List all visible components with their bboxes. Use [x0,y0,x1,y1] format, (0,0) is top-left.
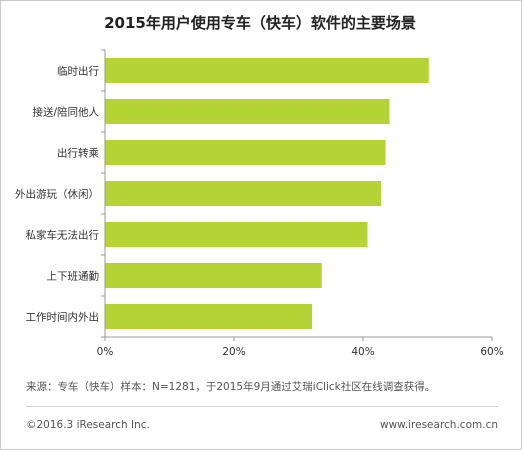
source-note: 来源：专车（快车）样本：N=1281，于2015年9月通过艾瑞iClick社区在… [26,381,436,393]
bar [105,263,322,288]
category-label: 外出游玩（休闲） [15,188,99,201]
x-tick-label: 20% [222,346,245,358]
category-label: 工作时间内外出 [26,311,100,324]
bar [105,181,382,206]
website-text: www.iresearch.com.cn [379,419,498,431]
bar [105,222,368,247]
chart-title: 2015年用户使用专车（快车）软件的主要场景 [104,14,416,32]
footer-divider [26,406,498,407]
bar [105,58,429,83]
bar [105,99,390,124]
x-tick-label: 60% [480,346,503,358]
category-label: 出行转乘 [57,147,99,160]
bar [105,140,386,165]
x-tick-label: 0% [97,346,114,358]
x-tick-label: 40% [351,346,374,358]
category-label: 上下班通勤 [47,270,100,283]
category-label: 私家车无法出行 [26,229,100,242]
bar [105,304,313,329]
category-label: 接送/陪同他人 [32,106,99,119]
category-label: 临时出行 [57,65,99,78]
copyright-text: ©2016.3 iResearch Inc. [26,419,150,431]
